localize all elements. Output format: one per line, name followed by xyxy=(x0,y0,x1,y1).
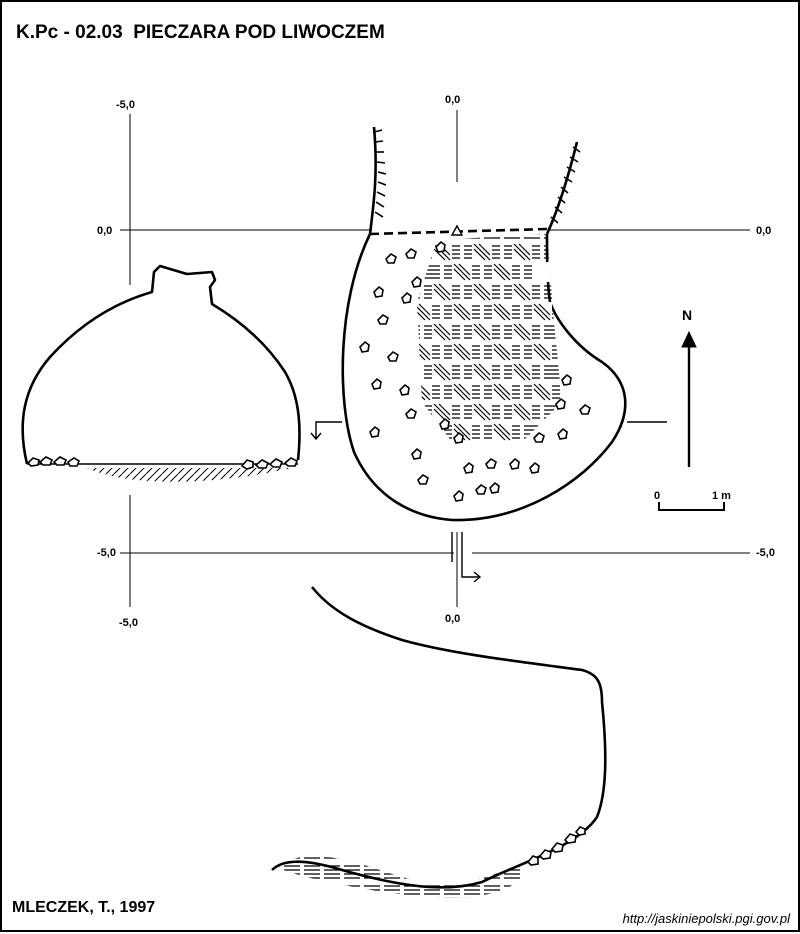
north-arrow-icon xyxy=(681,330,697,467)
grid-label-left-bottom: -5,0 xyxy=(119,617,138,629)
grid-label-right-mid: 0,0 xyxy=(756,225,772,237)
grid-label-left-low: -5,0 xyxy=(97,547,116,559)
left-cross-section xyxy=(21,264,301,482)
grid-label-center-top: 0,0 xyxy=(445,94,461,106)
scale-bar xyxy=(658,502,725,511)
grid-lines xyxy=(120,110,750,607)
grid-label-center-bottom: 0,0 xyxy=(445,613,461,625)
section-marks xyxy=(310,421,667,583)
source-url: http://jaskiniepolski.pgi.gov.pl xyxy=(622,911,790,926)
grid-label-left-mid: 0,0 xyxy=(97,225,113,237)
cave-plan xyxy=(341,126,627,522)
author-credit: MLECZEK, T., 1997 xyxy=(12,899,156,916)
grid-label-right-low: -5,0 xyxy=(756,547,775,559)
longitudinal-section xyxy=(271,586,607,898)
scale-label-zero: 0 xyxy=(654,490,661,502)
north-label: N xyxy=(682,307,693,323)
sheet-title: K.Pc - 02.03 PIECZARA POD LIWOCZEM xyxy=(16,22,385,43)
scale-label-one-meter: 1 m xyxy=(712,490,731,502)
grid-label-left-top: -5,0 xyxy=(116,99,135,111)
